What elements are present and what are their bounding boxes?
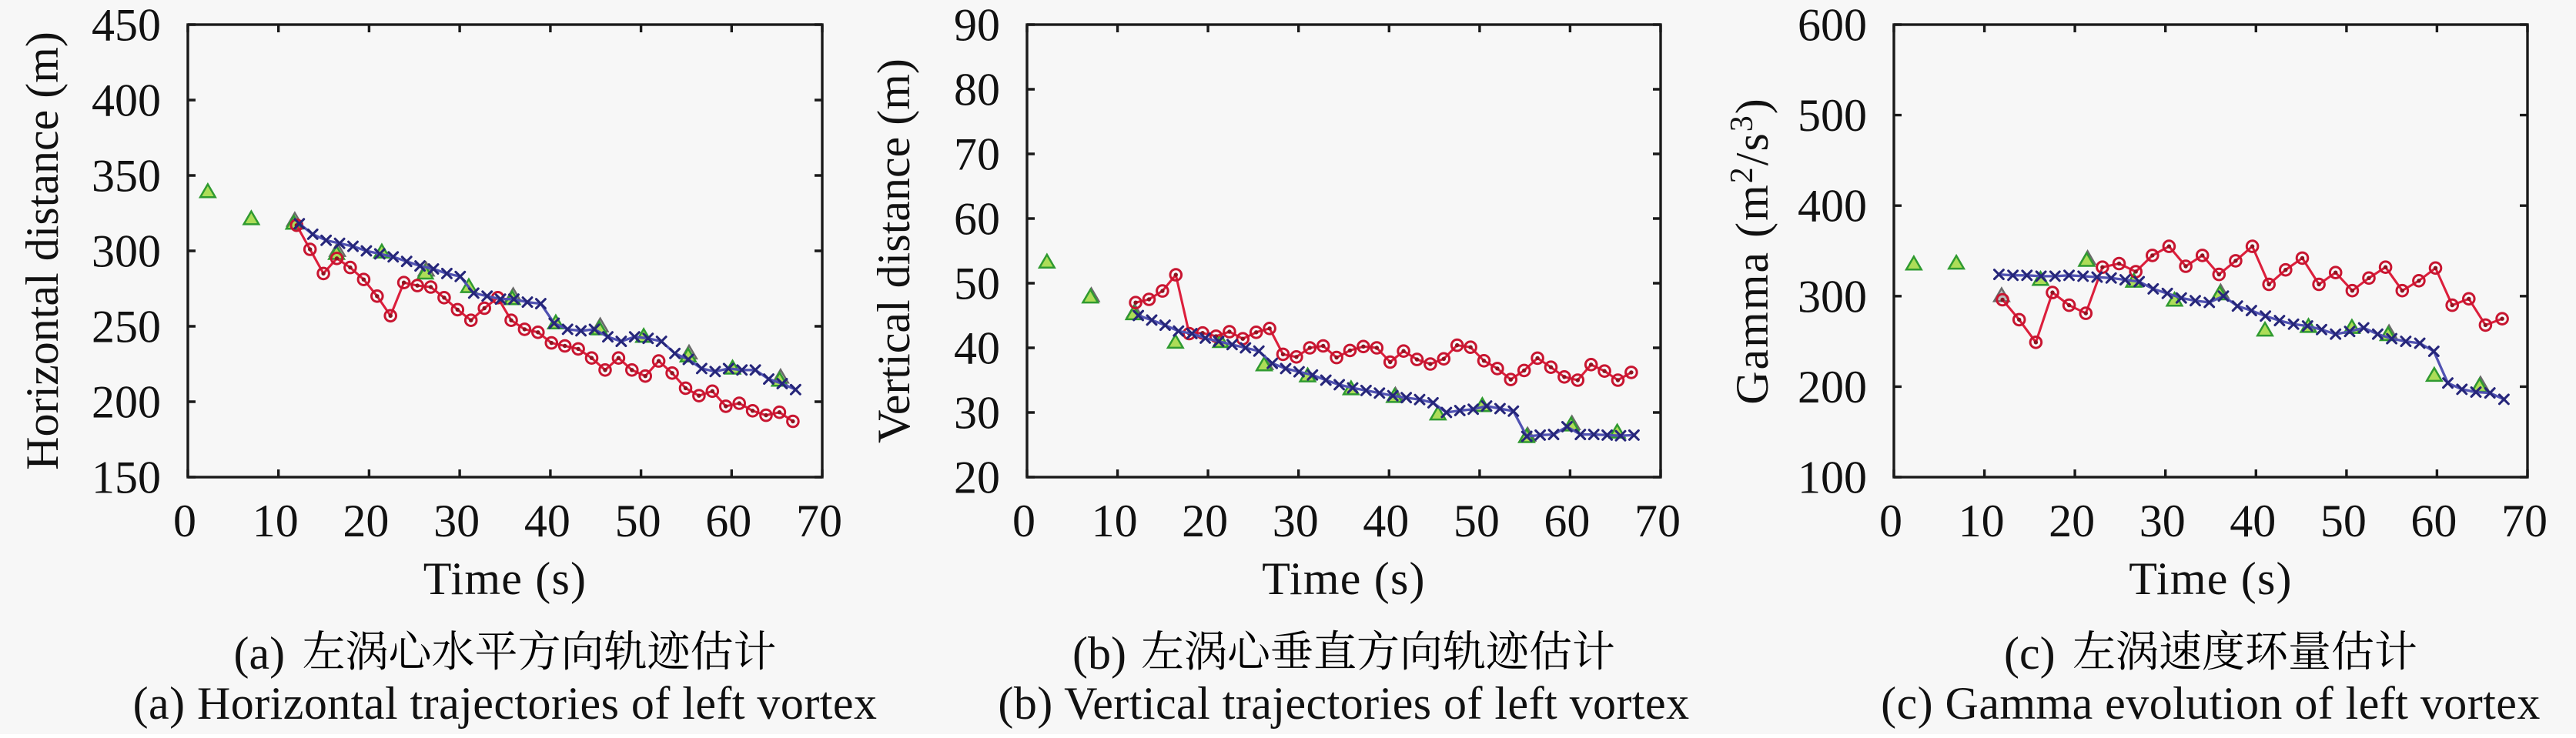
svg-text:50: 50	[2320, 496, 2367, 546]
svg-text:10: 10	[1959, 496, 2005, 546]
svg-text:50: 50	[1454, 496, 1500, 546]
svg-text:600: 600	[1798, 0, 1867, 51]
svg-text:10: 10	[1092, 496, 1138, 546]
svg-text:20: 20	[2049, 496, 2095, 546]
svg-text:40: 40	[524, 496, 570, 546]
svg-text:300: 300	[1798, 271, 1867, 322]
svg-text:200: 200	[1798, 362, 1867, 412]
svg-text:60: 60	[954, 194, 1000, 245]
svg-text:70: 70	[954, 129, 1000, 180]
svg-text:(c) Gamma evolution of left vo: (c) Gamma evolution of left vortex	[1881, 678, 2541, 729]
svg-text:Gamma (m2/s3): Gamma (m2/s3)	[1725, 97, 1778, 405]
svg-text:(c): (c)	[2004, 628, 2056, 679]
svg-text:(b) Vertical trajectories of l: (b) Vertical trajectories of left vortex	[998, 678, 1689, 729]
svg-text:30: 30	[954, 388, 1000, 439]
svg-text:(a) Horizontal trajectories of: (a) Horizontal trajectories of left vort…	[133, 678, 878, 729]
svg-text:80: 80	[954, 65, 1000, 115]
svg-text:400: 400	[92, 75, 161, 126]
svg-text:30: 30	[1273, 496, 1319, 546]
svg-text:40: 40	[1363, 496, 1409, 546]
svg-text:Time (s): Time (s)	[1262, 553, 1425, 604]
svg-text:100: 100	[1798, 452, 1867, 503]
svg-text:150: 150	[92, 452, 161, 503]
svg-text:Time (s): Time (s)	[2129, 553, 2292, 604]
svg-text:(b): (b)	[1072, 628, 1126, 679]
svg-text:70: 70	[796, 496, 842, 546]
svg-text:50: 50	[954, 259, 1000, 309]
svg-text:450: 450	[92, 0, 161, 51]
svg-text:20: 20	[954, 452, 1000, 503]
svg-text:70: 70	[2501, 496, 2548, 546]
svg-text:Time (s): Time (s)	[423, 553, 587, 604]
svg-text:0: 0	[173, 496, 196, 546]
svg-text:300: 300	[92, 226, 161, 277]
svg-text:60: 60	[1544, 496, 1590, 546]
svg-text:30: 30	[2139, 496, 2186, 546]
svg-text:20: 20	[1182, 496, 1228, 546]
svg-text:0: 0	[1012, 496, 1035, 546]
svg-text:50: 50	[615, 496, 661, 546]
svg-text:90: 90	[954, 0, 1000, 51]
svg-text:40: 40	[2230, 496, 2276, 546]
svg-text:0: 0	[1879, 496, 1902, 546]
svg-text:350: 350	[92, 151, 161, 202]
svg-text:20: 20	[343, 496, 389, 546]
svg-text:200: 200	[92, 377, 161, 428]
svg-text:10: 10	[253, 496, 299, 546]
svg-text:(a): (a)	[234, 628, 286, 679]
svg-text:60: 60	[705, 496, 751, 546]
svg-text:40: 40	[954, 323, 1000, 374]
svg-text:250: 250	[92, 302, 161, 352]
svg-text:70: 70	[1634, 496, 1681, 546]
svg-text:30: 30	[433, 496, 480, 546]
svg-text:400: 400	[1798, 181, 1867, 232]
svg-text:Vertical distance (m): Vertical distance (m)	[868, 58, 919, 443]
svg-text:Horizontal distance (m): Horizontal distance (m)	[17, 32, 68, 470]
svg-text:500: 500	[1798, 90, 1867, 141]
svg-text:60: 60	[2410, 496, 2457, 546]
